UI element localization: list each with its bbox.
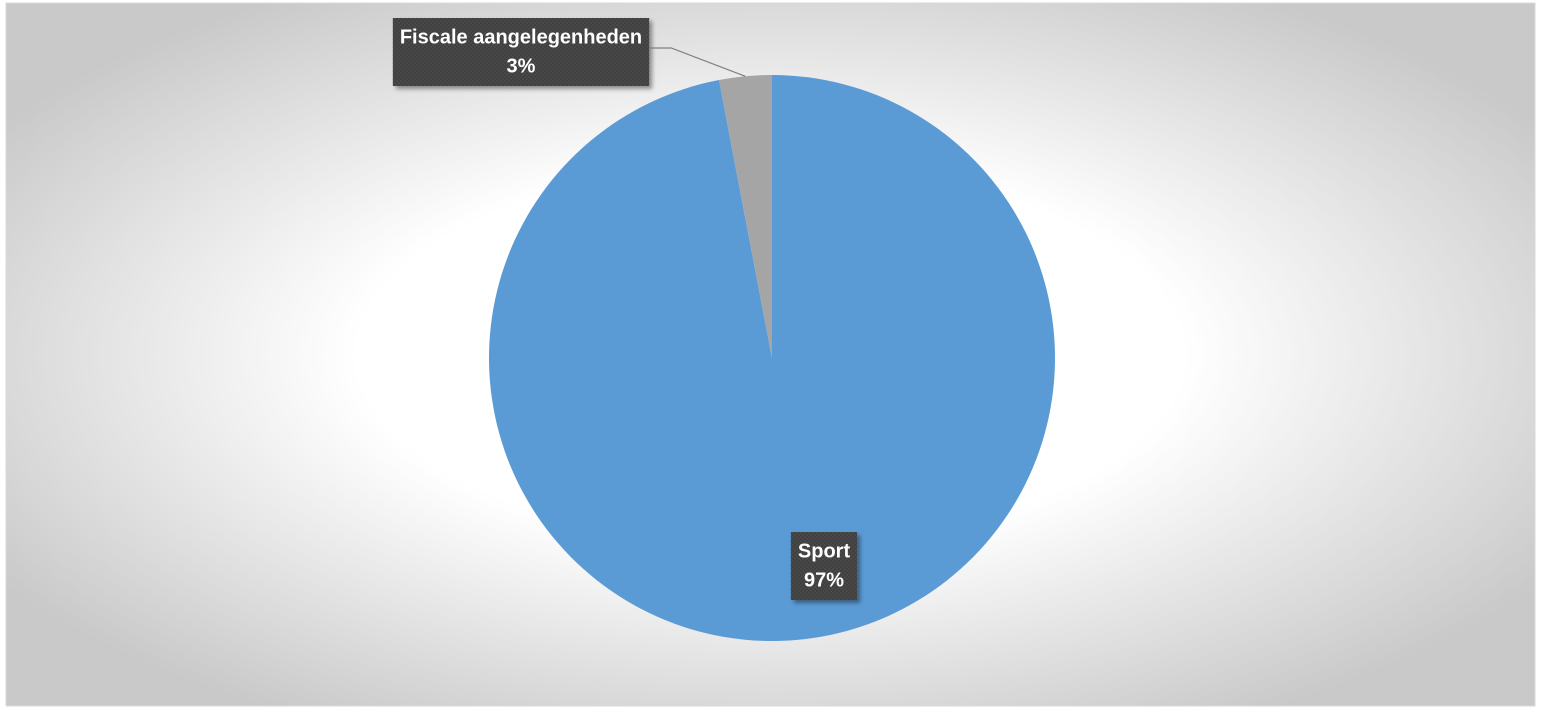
leader-line [649, 47, 746, 77]
data-labels: Sport 97% Fiscale aangelegenheden 3% [392, 18, 858, 600]
data-label-box [392, 18, 650, 86]
pie-slice [488, 75, 1055, 641]
data-label-value: 3% [507, 55, 536, 77]
data-label-value: 97% [804, 569, 844, 591]
data-label-box [790, 532, 858, 600]
pie [488, 75, 1055, 641]
data-label-category: Fiscale aangelegenheden [400, 26, 642, 48]
pie-slice [718, 75, 772, 358]
data-label-category: Sport [798, 540, 851, 562]
